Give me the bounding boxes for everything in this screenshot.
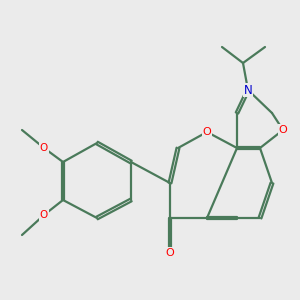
Text: O: O <box>166 248 174 258</box>
Text: O: O <box>202 127 211 137</box>
Text: O: O <box>40 210 48 220</box>
Text: O: O <box>40 143 48 153</box>
Text: O: O <box>279 125 287 135</box>
Text: N: N <box>244 83 252 97</box>
